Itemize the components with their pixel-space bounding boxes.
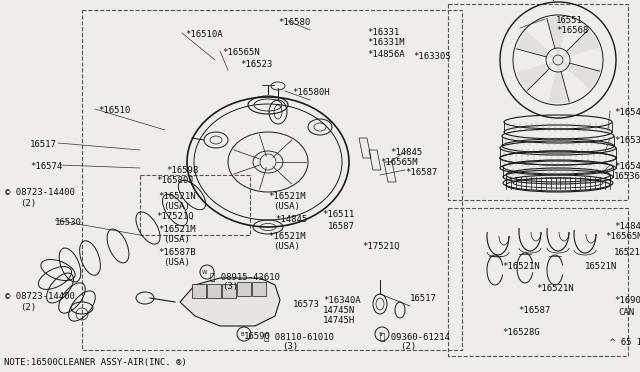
Text: 16551: 16551 — [556, 16, 583, 25]
Text: *16580H: *16580H — [292, 88, 330, 97]
Text: (USA): (USA) — [163, 235, 190, 244]
Text: 16587: 16587 — [328, 222, 355, 231]
Bar — [222, 284, 236, 298]
Polygon shape — [180, 278, 280, 326]
Bar — [140, 175, 250, 235]
Text: (2): (2) — [400, 342, 416, 351]
Bar — [207, 284, 221, 298]
Text: *16511: *16511 — [322, 210, 355, 219]
Text: *16587: *16587 — [518, 306, 550, 315]
Text: *16331M: *16331M — [367, 38, 404, 47]
Text: *16565M: *16565M — [380, 158, 418, 167]
Text: 16517: 16517 — [30, 140, 57, 149]
Text: *16546: *16546 — [614, 162, 640, 171]
Polygon shape — [547, 17, 568, 60]
Text: *14856A: *14856A — [367, 50, 404, 59]
Text: *16528G: *16528G — [502, 328, 540, 337]
Text: *16521M: *16521M — [268, 232, 306, 241]
Bar — [237, 282, 251, 296]
Text: *16523: *16523 — [240, 60, 272, 69]
Bar — [82, 10, 462, 350]
Text: ⓘ 08915-43610: ⓘ 08915-43610 — [210, 272, 280, 281]
Text: *16580J: *16580J — [156, 176, 194, 185]
Text: (USA): (USA) — [273, 202, 300, 211]
Text: ^ 65 I0.3: ^ 65 I0.3 — [610, 338, 640, 347]
Text: *16521N: *16521N — [502, 262, 540, 271]
Text: (3): (3) — [222, 282, 238, 291]
Text: *16510A: *16510A — [185, 30, 223, 39]
Text: *16587B: *16587B — [158, 248, 196, 257]
Text: CAN: CAN — [618, 308, 634, 317]
Text: © 08723-14400: © 08723-14400 — [5, 188, 75, 197]
Text: (USA): (USA) — [273, 242, 300, 251]
Text: (2): (2) — [20, 199, 36, 208]
Bar — [252, 282, 266, 296]
Bar — [448, 4, 628, 200]
Polygon shape — [558, 30, 599, 60]
Text: *16521M: *16521M — [158, 225, 196, 234]
Text: *16330S: *16330S — [413, 52, 451, 61]
Bar — [448, 208, 628, 356]
Polygon shape — [516, 31, 558, 60]
Bar — [192, 284, 206, 298]
Text: Ⓑ 08110-61010: Ⓑ 08110-61010 — [264, 332, 334, 341]
Text: (USA): (USA) — [163, 202, 190, 211]
Text: 16536: 16536 — [614, 172, 640, 181]
Text: 16517: 16517 — [410, 294, 437, 303]
Text: *16521N: *16521N — [536, 284, 573, 293]
Text: *16565N: *16565N — [222, 48, 260, 57]
Text: *14845: *14845 — [390, 148, 422, 157]
Text: Ⓢ 09360-61214: Ⓢ 09360-61214 — [380, 332, 450, 341]
Text: 16530: 16530 — [55, 218, 82, 227]
Text: *16510: *16510 — [98, 106, 131, 115]
Text: *16568: *16568 — [556, 26, 588, 35]
Text: *14845: *14845 — [614, 222, 640, 231]
Text: *16536: *16536 — [614, 136, 640, 145]
Text: W: W — [202, 270, 208, 276]
Text: *16548: *16548 — [614, 108, 640, 117]
Text: *16565M: *16565M — [605, 232, 640, 241]
Text: (2): (2) — [20, 303, 36, 312]
Text: 14745N: 14745N — [323, 306, 355, 315]
Text: *14845: *14845 — [275, 215, 307, 224]
Text: © 08723-14400: © 08723-14400 — [5, 292, 75, 301]
Text: *16598: *16598 — [166, 166, 198, 175]
Text: *16580: *16580 — [278, 18, 310, 27]
Text: *16521M: *16521M — [268, 192, 306, 201]
Polygon shape — [548, 60, 569, 103]
Text: 16521N: 16521N — [585, 262, 617, 271]
Text: B: B — [240, 333, 244, 337]
Text: *16574: *16574 — [30, 162, 62, 171]
Text: 16590: 16590 — [244, 332, 271, 341]
Text: 16521N: 16521N — [614, 248, 640, 257]
Text: *16331: *16331 — [367, 28, 399, 37]
Text: 14745H: 14745H — [323, 316, 355, 325]
Text: 16573: 16573 — [293, 300, 320, 309]
Text: *16521N: *16521N — [158, 192, 196, 201]
Polygon shape — [517, 60, 558, 90]
Text: NOTE:16500CLEANER ASSY-AIR(INC. ®): NOTE:16500CLEANER ASSY-AIR(INC. ®) — [4, 358, 187, 367]
Text: (3): (3) — [282, 342, 298, 351]
Text: *17521Q: *17521Q — [156, 212, 194, 221]
Text: *16901M: *16901M — [614, 296, 640, 305]
Text: S: S — [378, 333, 381, 337]
Text: (USA): (USA) — [163, 258, 190, 267]
Text: *16340A: *16340A — [323, 296, 360, 305]
Polygon shape — [558, 60, 600, 89]
Text: *17521Q: *17521Q — [362, 242, 399, 251]
Text: *16587: *16587 — [405, 168, 437, 177]
